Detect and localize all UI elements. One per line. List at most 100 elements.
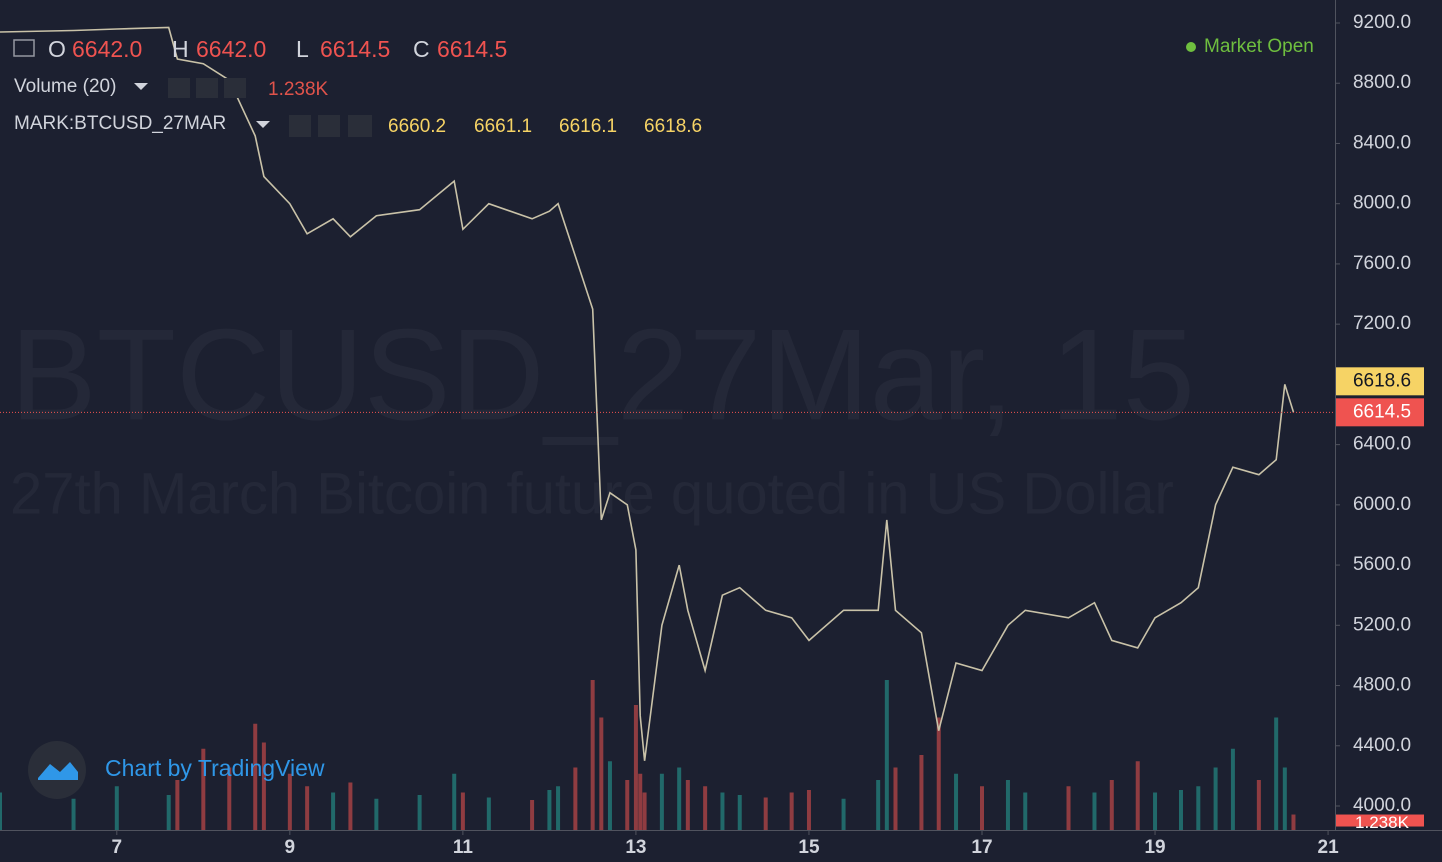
volume-bar xyxy=(1230,748,1235,830)
volume-bar xyxy=(884,680,889,830)
volume-bar xyxy=(1291,814,1296,830)
eye-button[interactable] xyxy=(168,78,190,98)
ohlc-value: 6642.0 xyxy=(196,36,266,62)
x-tick-label: 17 xyxy=(971,837,992,858)
y-tick-label: 4800.0 xyxy=(1353,675,1411,696)
ohlc-value: 6642.0 xyxy=(72,36,142,62)
volume-bar xyxy=(547,790,552,830)
volume-bar xyxy=(979,786,984,830)
volume-bar xyxy=(936,717,941,830)
y-tick-label: 4400.0 xyxy=(1353,735,1411,756)
last-price-tag xyxy=(1336,398,1424,427)
dropdown-arrow[interactable] xyxy=(256,121,270,128)
status-dot xyxy=(1186,42,1196,52)
volume-bar xyxy=(486,797,491,830)
volume-bar xyxy=(460,792,465,830)
volume-bar xyxy=(0,792,2,830)
volume-bar xyxy=(763,797,768,830)
mark-value: 6618.6 xyxy=(644,116,702,137)
volume-bar xyxy=(331,792,336,830)
x-tick-label: 15 xyxy=(798,837,820,858)
volume-bar xyxy=(1282,767,1287,830)
volume-bar xyxy=(876,780,881,830)
volume-bar xyxy=(677,767,682,830)
volume-bar xyxy=(841,798,846,830)
volume-bar xyxy=(305,786,310,830)
volume-value: 1.238K xyxy=(268,79,329,100)
volume-bar xyxy=(348,782,353,830)
volume-bar xyxy=(607,761,612,830)
price-line xyxy=(0,26,1295,761)
ohlc-letter: L xyxy=(296,36,309,62)
x-tick-label: 11 xyxy=(453,837,474,858)
plot-area xyxy=(0,22,1340,830)
volume-bar xyxy=(659,773,664,830)
volume-bar xyxy=(1274,717,1279,830)
volume-bar xyxy=(919,755,924,830)
mark-value: 6661.1 xyxy=(474,116,532,137)
watermark-subtitle: 27th March Bitcoin future quoted in US D… xyxy=(10,461,1174,526)
y-tick-label: 4000.0 xyxy=(1353,795,1411,816)
watermark: BTCUSD_27Mar, 15 xyxy=(10,301,1195,447)
settings-button[interactable] xyxy=(318,115,340,137)
ohlc-letter: H xyxy=(172,36,189,62)
mark-title[interactable]: MARK:BTCUSD_27MAR xyxy=(14,113,226,134)
eye-button[interactable] xyxy=(289,115,311,137)
volume-bar xyxy=(166,795,171,830)
volume-bar xyxy=(599,717,604,830)
y-tick-label: 7600.0 xyxy=(1353,253,1411,274)
settings-button[interactable] xyxy=(196,78,218,98)
volume-bar xyxy=(893,767,898,830)
mark-value: 6660.2 xyxy=(388,116,446,137)
volume-bar xyxy=(633,705,638,830)
last-price-label: 6614.5 xyxy=(1353,401,1411,422)
volume-bar xyxy=(1066,786,1071,830)
volume-bar xyxy=(530,800,535,830)
volume-bar xyxy=(1256,780,1261,830)
volume-bar xyxy=(1135,761,1140,830)
volume-bar xyxy=(175,780,180,830)
volume-tag-label: 1.238K xyxy=(1355,813,1410,832)
volume-bar xyxy=(590,680,595,830)
volume-bar xyxy=(642,792,647,830)
volume-bar xyxy=(625,780,630,830)
x-tick-label: 13 xyxy=(625,837,646,858)
ohlc-value: 6614.5 xyxy=(320,36,390,62)
close-button[interactable] xyxy=(348,115,372,137)
header-icon[interactable] xyxy=(13,39,35,57)
dropdown-arrow[interactable] xyxy=(134,83,148,90)
volume-bar xyxy=(1023,792,1028,830)
x-tick-label: 9 xyxy=(285,837,296,858)
ohlc-value: 6614.5 xyxy=(437,36,507,62)
volume-bar xyxy=(201,748,206,830)
volume-title[interactable]: Volume (20) xyxy=(14,76,116,97)
volume-bar xyxy=(685,780,690,830)
market-status: Market Open xyxy=(1204,36,1314,57)
y-tick-label: 7200.0 xyxy=(1353,313,1411,334)
mark-price-label: 6618.6 xyxy=(1353,370,1411,391)
volume-bar xyxy=(954,773,959,830)
volume-bar xyxy=(71,798,76,830)
y-tick-label: 6400.0 xyxy=(1353,434,1411,455)
volume-bar xyxy=(556,786,561,830)
logo-mark xyxy=(38,762,78,780)
volume-bar xyxy=(806,790,811,830)
y-tick-label: 8400.0 xyxy=(1353,132,1411,153)
volume-bar xyxy=(1153,792,1158,830)
y-tick-label: 8000.0 xyxy=(1353,193,1411,214)
attribution[interactable]: Chart by TradingView xyxy=(105,755,325,781)
y-tick-label: 8800.0 xyxy=(1353,72,1411,93)
x-tick-label: 19 xyxy=(1144,837,1165,858)
volume-bar xyxy=(638,773,643,830)
x-tick-label: 7 xyxy=(112,837,123,858)
volume-bar xyxy=(253,723,258,830)
volume-bar xyxy=(452,773,457,830)
volume-bar xyxy=(227,767,232,830)
close-button[interactable] xyxy=(224,78,246,98)
volume-bar xyxy=(374,798,379,830)
volume-bar xyxy=(287,773,292,830)
volume-bar xyxy=(261,742,266,830)
